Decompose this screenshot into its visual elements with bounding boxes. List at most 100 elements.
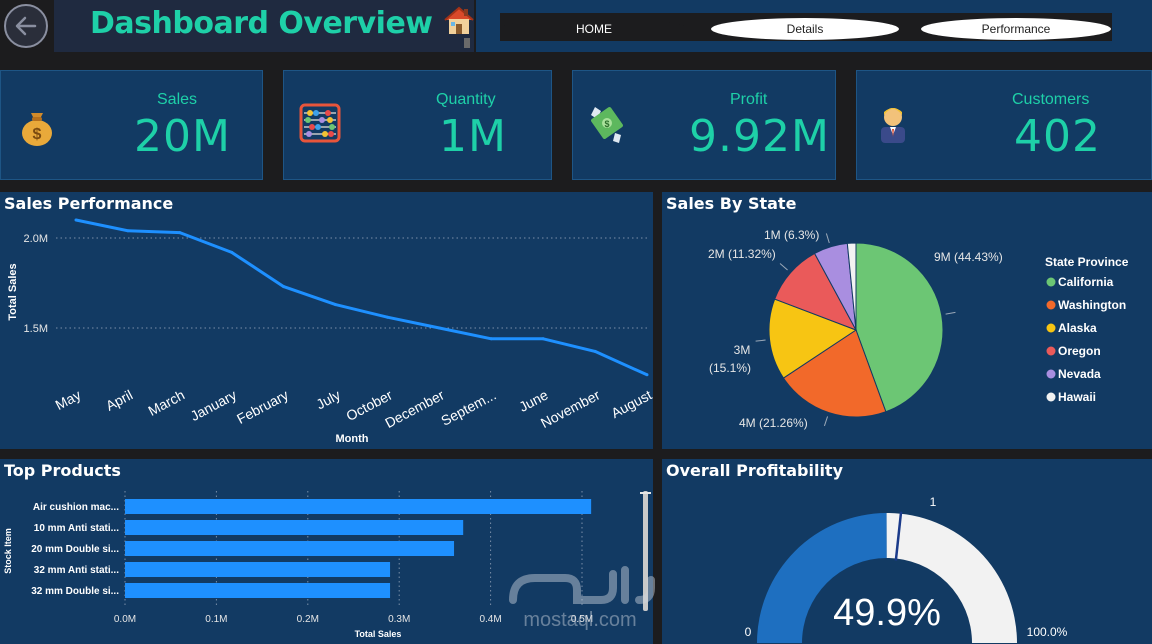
product-bar xyxy=(125,541,455,556)
title-box: Dashboard Overview xyxy=(54,0,476,52)
line-point xyxy=(74,218,78,222)
x-tick-label: August xyxy=(608,386,653,421)
x-tick-label: July xyxy=(313,387,343,413)
x-tick-label: 0.3M xyxy=(388,614,410,625)
kpi-customers-label: Customers xyxy=(1012,91,1090,108)
kpi-quantity-label: Quantity xyxy=(436,91,496,108)
gauge-value-label: 49.9% xyxy=(833,592,941,634)
y-tick-label: 1.5M xyxy=(24,323,48,335)
kpi-customers-value: 402 xyxy=(1014,111,1101,162)
line-point xyxy=(437,326,441,330)
legend-marker-nevada xyxy=(1046,369,1056,379)
x-tick-label: May xyxy=(53,387,84,414)
x-tick-label: November xyxy=(538,386,603,431)
pie-leader-line xyxy=(755,339,766,342)
arrow-left-icon xyxy=(15,16,37,36)
gauge-remaining-arc xyxy=(886,513,1017,643)
legend-label-alaska: Alaska xyxy=(1058,321,1097,335)
product-bar xyxy=(125,499,592,514)
businessman-icon xyxy=(881,108,905,143)
nav-details-button[interactable]: Details xyxy=(711,18,899,40)
legend-title: State Province xyxy=(1045,255,1129,269)
kpi-card-quantity: Quantity 1M xyxy=(283,70,552,180)
pie-data-label: 2M (11.32%) xyxy=(708,247,776,261)
x-tick-label: 0.5M xyxy=(571,614,593,625)
legend-marker-california xyxy=(1046,277,1056,287)
gauge-max-label: 100.0% xyxy=(1027,625,1068,639)
pie-data-label: 9M (44.43%) xyxy=(934,250,1003,264)
kpi-profit-label: Profit xyxy=(730,91,768,108)
x-tick-label: 0.4M xyxy=(479,614,501,625)
scrollbar-thumb[interactable] xyxy=(643,491,648,611)
line-point xyxy=(178,231,182,235)
y-axis-label: Total Sales xyxy=(7,263,19,320)
back-button[interactable] xyxy=(4,4,48,48)
nav-performance-button[interactable]: Performance xyxy=(921,18,1111,40)
kpi-quantity-value: 1M xyxy=(439,111,507,162)
product-label: 32 mm Anti stati... xyxy=(34,565,119,576)
nav-home-button[interactable]: HOME xyxy=(500,18,688,40)
pie-leader-line xyxy=(825,233,830,244)
x-tick-label: December xyxy=(382,386,447,431)
overall-profitability-panel: Overall Profitability 1 49.9% 0 100.0% xyxy=(662,459,1152,644)
money-bag-icon: $ xyxy=(22,113,52,146)
line-point xyxy=(282,285,286,289)
legend-marker-alaska xyxy=(1046,323,1056,333)
x-tick-label: 0.2M xyxy=(297,614,319,625)
legend-label-oregon: Oregon xyxy=(1058,344,1101,358)
svg-text:$: $ xyxy=(33,126,42,143)
sales-by-state-title: Sales By State xyxy=(666,194,797,213)
legend-label-california: California xyxy=(1058,275,1114,289)
legend-label-hawaii: Hawaii xyxy=(1058,390,1096,404)
x-axis-label: Total Sales xyxy=(355,629,402,639)
kpi-sales-label: Sales xyxy=(157,91,198,108)
pie-data-label: (15.1%) xyxy=(709,361,751,375)
product-label: 10 mm Anti stati... xyxy=(34,523,119,534)
sales-line xyxy=(75,218,648,377)
product-label: 32 mm Double si... xyxy=(31,586,119,597)
legend-marker-oregon xyxy=(1046,346,1056,356)
line-point xyxy=(385,315,389,319)
pie-slice-washington xyxy=(782,329,887,418)
x-tick-label: January xyxy=(188,387,239,425)
y-axis-label: Stock Item xyxy=(3,528,13,574)
legend-label-nevada: Nevada xyxy=(1058,367,1101,381)
x-tick-label: 0.0M xyxy=(114,614,136,625)
legend-label-washington: Washington xyxy=(1058,298,1126,312)
top-products-title: Top Products xyxy=(4,461,121,480)
product-label: 20 mm Double si... xyxy=(31,544,119,555)
page-title: Dashboard Overview xyxy=(90,4,476,41)
overall-profitability-chart: 1 49.9% 0 100.0% xyxy=(745,495,1068,643)
pie-leader-line xyxy=(823,416,829,427)
svg-text:$: $ xyxy=(604,119,609,129)
sales-by-state-panel: Sales By State 9M (44.43%) 4M (21.26%) 3M (… xyxy=(662,192,1152,449)
product-bar xyxy=(125,562,391,577)
legend-marker-washington xyxy=(1046,300,1056,310)
sales-performance-panel: Sales Performance 1.5M 2.0M Total Sales May… xyxy=(0,192,653,449)
kpi-profit-value: 9.92M xyxy=(689,111,830,162)
scroll-indicator xyxy=(464,38,470,48)
line-point xyxy=(126,229,130,233)
line-point xyxy=(593,349,597,353)
pie-data-label: 1M (6.3%) xyxy=(764,228,819,242)
sales-performance-title: Sales Performance xyxy=(4,194,174,213)
line-point xyxy=(541,337,545,341)
sales-performance-chart: 1.5M 2.0M Total Sales May April March JanuaryF… xyxy=(7,218,653,445)
pie-data-label: 4M (21.26%) xyxy=(739,416,808,430)
kpi-card-sales: $ Sales 20M xyxy=(0,70,263,180)
x-axis-label: Month xyxy=(336,433,369,445)
abacus-icon xyxy=(299,103,341,143)
sales-by-state-chart: 9M (44.43%) 4M (21.26%) 3M (15.1%) 2M (11.32… xyxy=(708,228,1129,430)
kpi-card-customers: Customers 402 xyxy=(856,70,1152,180)
line-point xyxy=(334,303,338,307)
pie-leader-line xyxy=(779,263,788,271)
x-tick-label: February xyxy=(234,387,291,427)
top-products-panel: Top Products 0.0M 0.1M 0.2M 0.3M 0.4M 0.5M Air… xyxy=(0,459,653,644)
kpi-sales-value: 20M xyxy=(134,111,231,162)
pie-leader-line xyxy=(945,311,956,315)
kpi-card-profit: $ Profit 9.92M xyxy=(572,70,836,180)
overall-profitability-title: Overall Profitability xyxy=(666,461,844,480)
pie-data-label: 3M xyxy=(734,343,751,357)
x-tick-label: Septem... xyxy=(438,387,498,429)
x-tick-label: March xyxy=(145,387,187,419)
